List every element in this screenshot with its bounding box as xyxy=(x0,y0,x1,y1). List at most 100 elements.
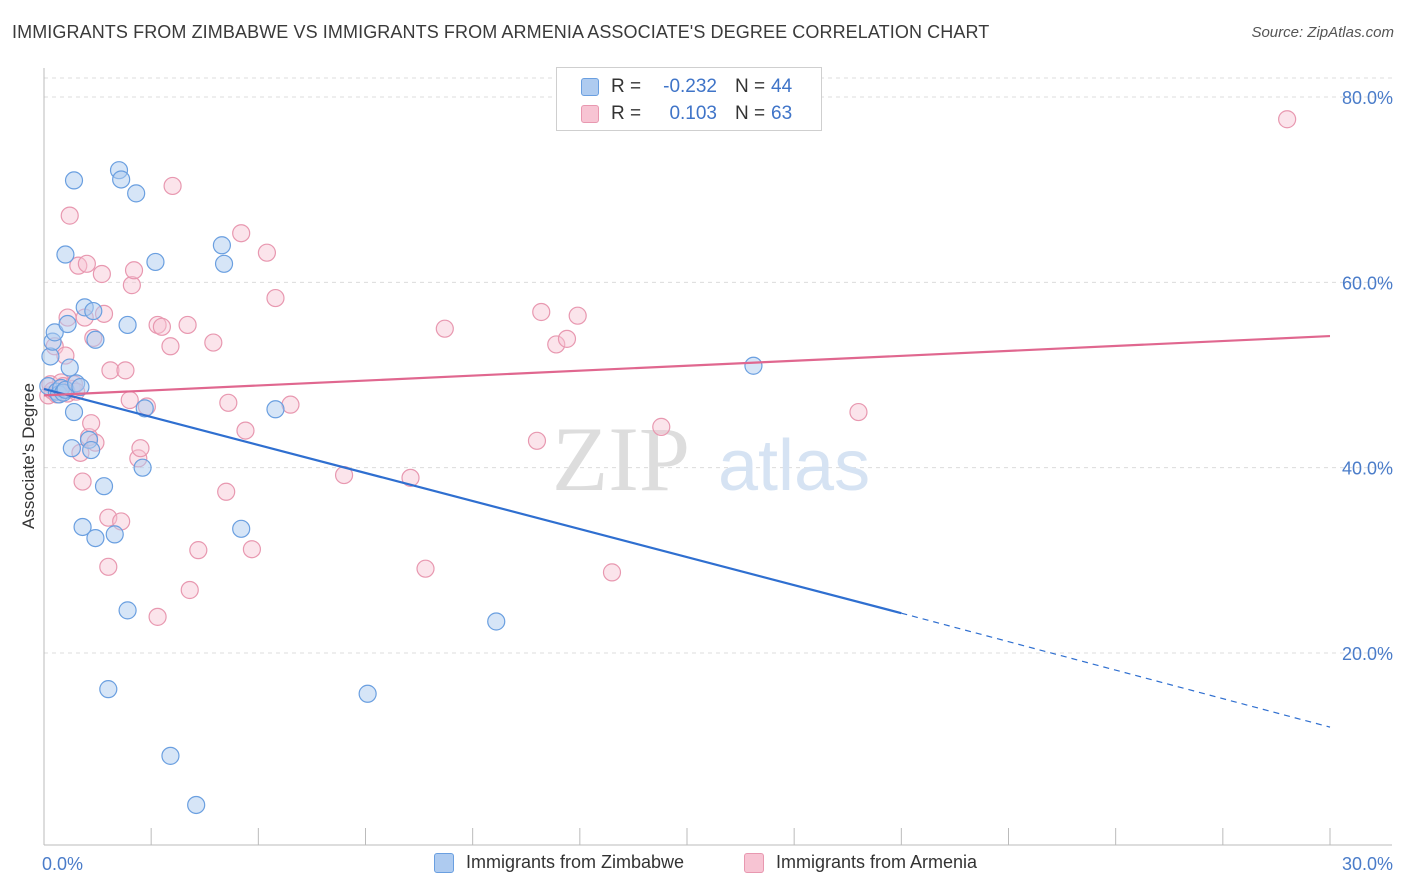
armenia-trendline xyxy=(43,334,1331,397)
zimbabwe-point xyxy=(358,684,377,703)
armenia-point xyxy=(124,261,144,280)
armenia-point xyxy=(178,315,197,335)
series-zimbabwe-points xyxy=(39,161,763,815)
zimbabwe-point xyxy=(58,314,77,334)
zimbabwe-point xyxy=(118,315,137,335)
y-axis-label: Associate's Degree xyxy=(19,383,38,529)
armenia-point xyxy=(180,580,199,600)
chart-title: IMMIGRANTS FROM ZIMBABWE VS IMMIGRANTS F… xyxy=(12,22,990,42)
armenia-point xyxy=(60,206,79,225)
zimbabwe-point xyxy=(744,356,763,375)
watermark: ZIP atlas xyxy=(552,408,870,510)
stats-legend-row-zimbabwe: R = -0.232 N = 44 xyxy=(581,74,792,100)
watermark-atlas: atlas xyxy=(718,426,870,506)
y-tick-label: 80.0% xyxy=(1342,88,1393,108)
zimbabwe-trendline xyxy=(43,387,902,615)
zimbabwe-point xyxy=(60,358,79,377)
armenia-point xyxy=(401,468,420,487)
armenia-point xyxy=(99,557,118,576)
stats-legend: R = -0.232 N = 44 R = 0.103 N = 63 xyxy=(556,67,822,131)
zimbabwe-point xyxy=(94,477,114,496)
zimbabwe-point xyxy=(212,236,231,255)
armenia-point xyxy=(204,333,223,352)
armenia-point xyxy=(266,288,285,308)
zimbabwe-legend-label: Immigrants from Zimbabwe xyxy=(466,852,685,872)
zimbabwe-point xyxy=(73,517,92,537)
y-tick-label: 40.0% xyxy=(1342,459,1393,479)
armenia-swatch xyxy=(581,105,599,123)
armenia-point xyxy=(652,417,671,436)
x-tick-label: 30.0% xyxy=(1342,854,1393,874)
armenia-point xyxy=(242,540,262,559)
armenia-point xyxy=(120,390,139,410)
zimbabwe-point xyxy=(487,612,506,631)
zimbabwe-point xyxy=(112,170,131,189)
zimbabwe-point xyxy=(133,458,152,477)
gridlines xyxy=(44,77,1392,654)
armenia-point xyxy=(163,176,182,196)
armenia-legend-label: Immigrants from Armenia xyxy=(776,852,978,872)
y-tick-label: 20.0% xyxy=(1342,644,1393,664)
axes xyxy=(43,68,1392,846)
zimbabwe-point xyxy=(86,330,105,349)
armenia-legend-swatch xyxy=(744,852,764,873)
armenia-point xyxy=(527,431,547,450)
y-axis-tick-labels: 20.0% 40.0% 60.0% 80.0% xyxy=(1342,88,1393,664)
n-label: N = xyxy=(735,103,766,124)
zimbabwe-point xyxy=(187,795,206,815)
n-value: 63 xyxy=(771,103,793,124)
zimbabwe-point xyxy=(56,245,75,264)
zimbabwe-point xyxy=(64,402,84,422)
zimbabwe-point xyxy=(82,440,101,460)
armenia-point xyxy=(602,563,622,582)
zimbabwe-point xyxy=(232,519,251,538)
armenia-point xyxy=(849,402,868,422)
legend-item-zimbabwe[interactable]: Immigrants from Zimbabwe xyxy=(434,852,684,873)
armenia-point xyxy=(122,276,141,295)
zimbabwe-point xyxy=(62,439,81,458)
zimbabwe-point xyxy=(105,525,124,544)
armenia-point xyxy=(73,472,92,491)
zimbabwe-point xyxy=(99,680,118,699)
armenia-point xyxy=(189,541,208,560)
zimbabwe-swatch xyxy=(581,78,599,96)
armenia-point xyxy=(435,319,454,338)
armenia-point xyxy=(219,393,238,412)
armenia-point xyxy=(161,337,180,356)
r-value: -0.232 xyxy=(663,76,717,97)
n-label: N = xyxy=(735,76,766,97)
r-value: 0.103 xyxy=(669,103,717,124)
armenia-point xyxy=(281,395,300,414)
x-tick-label: 0.0% xyxy=(42,854,83,874)
armenia-point xyxy=(101,361,120,380)
armenia-point xyxy=(547,335,566,354)
x-axis-ticks xyxy=(150,828,1331,845)
r-label: R = xyxy=(611,76,642,97)
armenia-point xyxy=(532,302,551,322)
zimbabwe-point xyxy=(127,184,146,203)
armenia-point xyxy=(568,306,587,325)
zimbabwe-point xyxy=(41,347,60,366)
x-axis-tick-labels: 0.0% 30.0% xyxy=(42,854,1393,874)
zimbabwe-legend-swatch xyxy=(434,852,454,873)
armenia-point xyxy=(416,559,435,578)
armenia-point xyxy=(236,421,255,440)
armenia-point xyxy=(131,439,150,458)
zimbabwe-point xyxy=(266,400,285,419)
zimbabwe-point xyxy=(161,746,180,765)
zimbabwe-point xyxy=(86,528,105,548)
zimbabwe-point xyxy=(45,323,64,342)
stats-legend-row-armenia: R = 0.103 N = 63 xyxy=(581,101,792,127)
armenia-point xyxy=(152,317,171,336)
zimbabwe-point xyxy=(135,399,154,418)
armenia-point xyxy=(232,224,251,243)
armenia-point xyxy=(257,243,277,262)
armenia-point xyxy=(557,329,577,348)
zimbabwe-point xyxy=(214,254,234,273)
zimbabwe-point xyxy=(146,252,165,272)
armenia-point xyxy=(148,607,167,626)
armenia-point xyxy=(77,254,96,273)
armenia-point xyxy=(92,264,111,284)
legend-item-armenia[interactable]: Immigrants from Armenia xyxy=(744,852,977,873)
